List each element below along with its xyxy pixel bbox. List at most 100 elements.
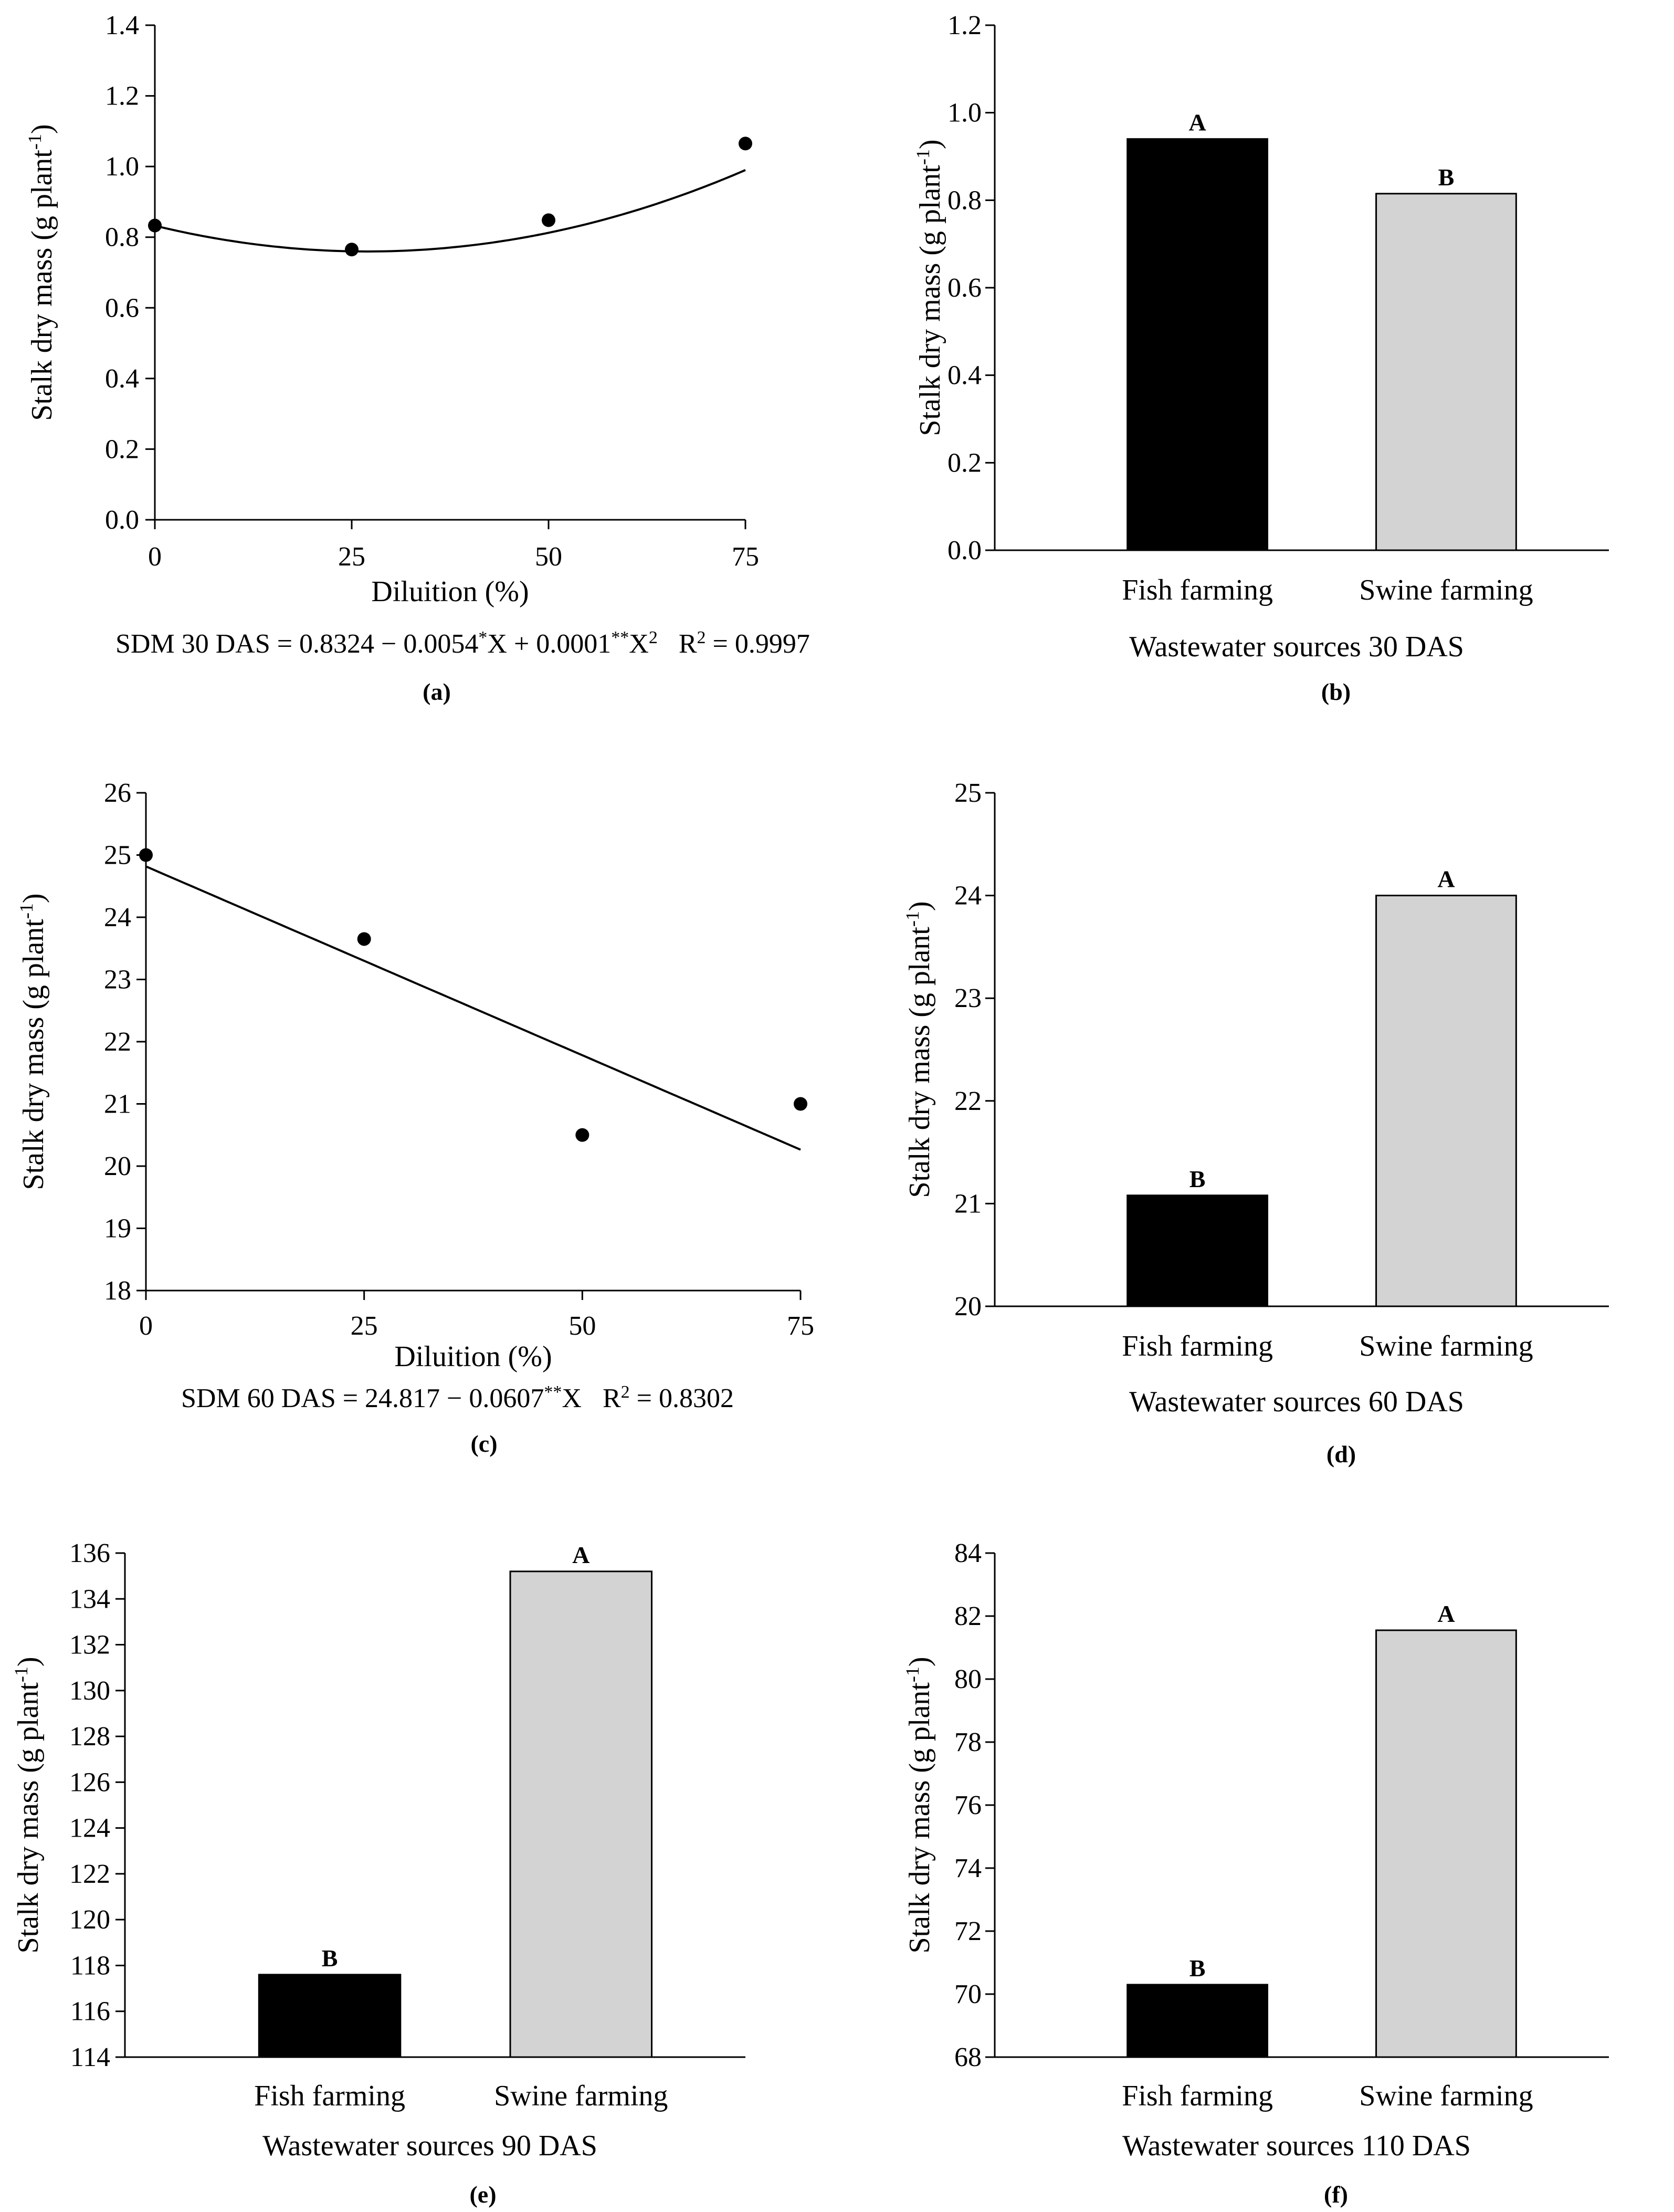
y-tick-label: 22 <box>104 1027 131 1057</box>
category-label: Fish farming <box>1122 1330 1273 1362</box>
y-tick-label: 124 <box>69 1813 110 1843</box>
data-point <box>575 1128 589 1142</box>
chart-b: 0.0 0.2 0.4 0.6 0.8 1.0 1.2 Stalk dry mass (g p… <box>912 11 1609 663</box>
x-axis-title: Wastewater sources 110 DAS <box>1122 2130 1471 2162</box>
y-tick-label: 0.8 <box>105 223 139 253</box>
y-tick-label: 68 <box>954 2042 982 2072</box>
y-tick-label: 116 <box>70 1997 110 2027</box>
category-label: Swine farming <box>1359 574 1533 606</box>
y-tick-label: 24 <box>104 903 131 932</box>
y-tick-label: 22 <box>954 1086 982 1116</box>
significance-letter: B <box>1189 1166 1206 1192</box>
data-point <box>739 137 752 151</box>
y-tick-label: 21 <box>104 1089 131 1119</box>
bar-swine <box>1375 193 1517 551</box>
data-point <box>542 213 555 227</box>
data-point <box>794 1097 807 1111</box>
y-tick-label: 126 <box>69 1767 110 1797</box>
y-tick-label: 70 <box>954 1979 982 2009</box>
chart-e: 114 116 118 120 122 124 126 128 130 132 134 136 Stal… <box>10 1538 745 2162</box>
y-tick-label: 74 <box>954 1853 982 1883</box>
y-axis-title: Stalk dry mass (g plant-1) <box>902 1657 936 1953</box>
significance-letter: A <box>1437 1600 1455 1627</box>
panel-letter-d: (d) <box>1326 1441 1356 1467</box>
panel-d-captions: (d) <box>1326 1441 1356 1467</box>
y-tick-label: 20 <box>104 1151 131 1181</box>
y-tick-label: 0.0 <box>947 536 982 565</box>
panel-a-captions: SDM 30 DAS = 0.8324 − 0.0054*X + 0.0001*… <box>115 628 810 706</box>
y-tick-label: 80 <box>954 1664 982 1694</box>
y-tick-label: 122 <box>69 1859 110 1889</box>
y-tick-label: 25 <box>104 841 131 871</box>
y-axis-title: Stalk dry mass (g plant-1) <box>24 124 58 421</box>
x-tick-label: 75 <box>787 1311 814 1341</box>
significance-letter: B <box>1438 164 1455 191</box>
x-tick-label: 75 <box>732 542 759 572</box>
y-axis-title: Stalk dry mass (g plant-1) <box>10 1657 45 1953</box>
y-tick-label: 118 <box>70 1951 110 1980</box>
equation-c: SDM 60 DAS = 24.817 − 0.0607**X R2 = 0.83… <box>181 1382 734 1414</box>
panel-letter-c: (c) <box>470 1430 497 1457</box>
panel-letter-b: (b) <box>1321 678 1351 705</box>
y-tick-label: 1.2 <box>105 81 139 111</box>
x-tick-label: 25 <box>351 1311 378 1341</box>
x-tick-label: 50 <box>535 542 562 572</box>
y-tick-label: 1.2 <box>947 11 982 40</box>
panel-letter-a: (a) <box>423 678 451 705</box>
y-tick-label: 136 <box>69 1538 110 1568</box>
y-axis-title: Stalk dry mass (g plant-1) <box>902 901 936 1198</box>
equation-a: SDM 30 DAS = 0.8324 − 0.0054*X + 0.0001*… <box>115 628 810 659</box>
y-tick-label: 20 <box>954 1292 982 1322</box>
category-label: Swine farming <box>494 2080 668 2112</box>
data-point <box>345 243 359 257</box>
x-axis-title: Wastewater sources 30 DAS <box>1129 631 1464 663</box>
data-point <box>357 932 371 946</box>
y-tick-label: 23 <box>104 965 131 995</box>
category-label: Fish farming <box>254 2080 405 2112</box>
y-tick-label: 21 <box>954 1189 982 1219</box>
y-tick-label: 82 <box>954 1601 982 1631</box>
fit-line <box>154 169 746 253</box>
panel-c-captions: SDM 60 DAS = 24.817 − 0.0607**X R2 = 0.83… <box>181 1382 734 1458</box>
significance-letter: B <box>1189 1955 1206 1982</box>
y-tick-label: 128 <box>69 1722 110 1752</box>
chart-f: 68 70 72 74 76 78 80 82 84 Stalk dry mass (g plan… <box>902 1538 1609 2162</box>
chart-d: 20 21 22 23 24 25 Stalk dry mass (g plant-1) B F… <box>902 778 1609 1418</box>
x-axis-title: Wastewater sources 60 DAS <box>1129 1386 1464 1418</box>
x-axis-title: Diluition (%) <box>394 1340 552 1373</box>
bar-swine <box>1375 1629 1517 2058</box>
significance-letter: B <box>322 1945 338 1972</box>
category-label: Fish farming <box>1122 574 1273 606</box>
bar-fish <box>1126 1984 1268 2058</box>
chart-c: 18 19 20 21 22 23 24 25 26 Stalk dry mass (g plan… <box>16 778 814 1373</box>
x-tick-label: 25 <box>338 542 365 572</box>
x-axis-title: Wastewater sources 90 DAS <box>262 2130 597 2162</box>
bar-swine <box>509 1570 653 2058</box>
y-tick-label: 0.0 <box>105 505 139 535</box>
y-tick-label: 72 <box>954 1916 982 1946</box>
y-tick-label: 1.0 <box>947 98 982 128</box>
y-tick-label: 0.6 <box>105 293 139 323</box>
y-tick-label: 19 <box>104 1214 131 1244</box>
y-tick-label: 0.6 <box>947 273 982 303</box>
x-axis-title: Diluition (%) <box>371 575 529 608</box>
category-label: Fish farming <box>1122 2080 1273 2112</box>
y-tick-label: 0.4 <box>947 361 982 391</box>
panel-e-captions: (e) <box>469 2181 496 2208</box>
charts-layer: 0.0 0.2 0.4 0.6 0.8 1.0 1.2 1.4 Stalk dry mass (… <box>10 11 1609 2162</box>
y-tick-label: 1.0 <box>105 152 139 182</box>
y-tick-label: 120 <box>69 1905 110 1935</box>
bar-fish <box>1126 1194 1268 1307</box>
significance-letter: A <box>572 1542 589 1568</box>
y-tick-label: 1.4 <box>105 11 139 40</box>
y-tick-label: 132 <box>69 1630 110 1660</box>
chart-a: 0.0 0.2 0.4 0.6 0.8 1.0 1.2 1.4 Stalk dry mass (… <box>24 11 759 608</box>
fit-line <box>145 865 801 1151</box>
y-tick-label: 0.2 <box>947 448 982 478</box>
data-point <box>148 218 162 233</box>
data-point <box>139 848 153 862</box>
x-tick-label: 0 <box>139 1311 153 1341</box>
y-tick-label: 76 <box>954 1790 982 1820</box>
y-tick-label: 25 <box>954 778 982 808</box>
